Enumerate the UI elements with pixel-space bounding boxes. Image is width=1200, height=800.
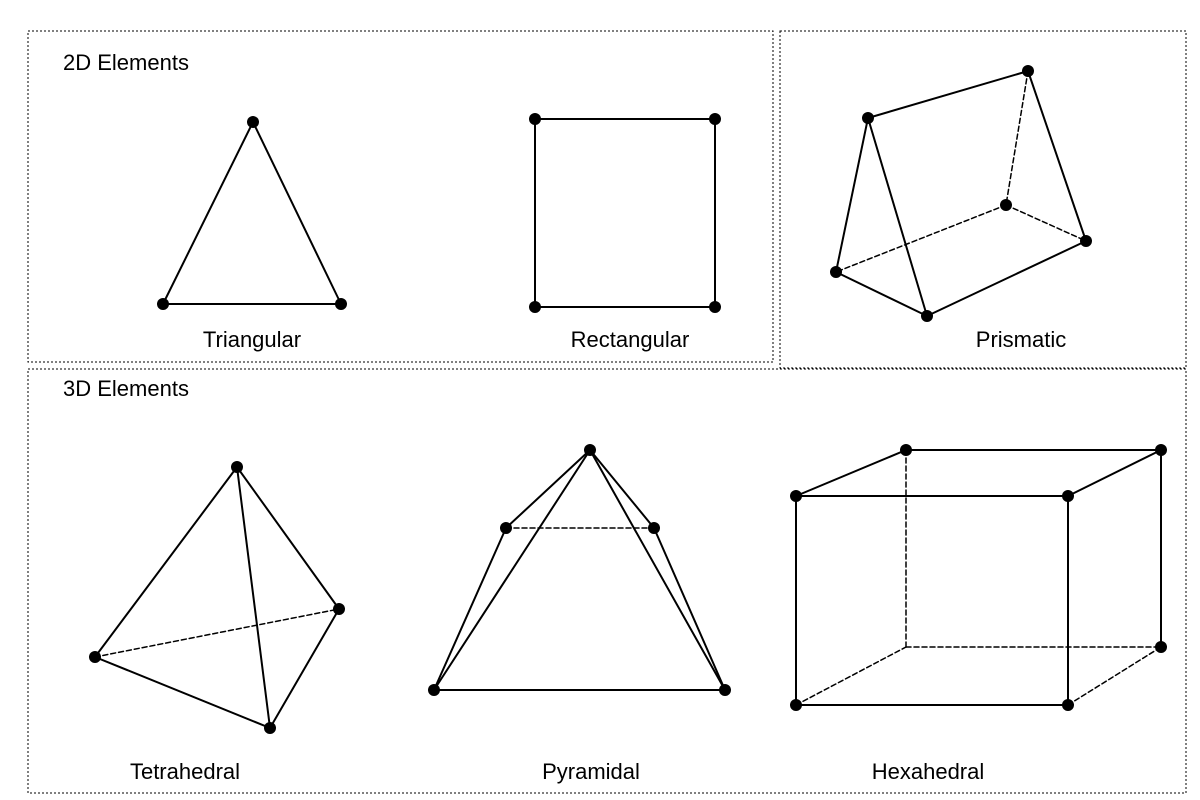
- edge: [236, 466, 271, 729]
- hidden-edge: [795, 646, 907, 706]
- node: [335, 298, 347, 310]
- edge: [433, 449, 591, 691]
- edge: [1067, 449, 1162, 497]
- node: [247, 116, 259, 128]
- frame-2d-elements: [27, 30, 774, 363]
- edge: [252, 121, 342, 305]
- node: [1155, 641, 1167, 653]
- node: [1022, 65, 1034, 77]
- triangular-element: [157, 116, 347, 310]
- node: [1062, 490, 1074, 502]
- label-rectangular: Rectangular: [571, 327, 690, 352]
- group-label-3d: 3D Elements: [63, 376, 189, 401]
- node: [231, 461, 243, 473]
- rectangular-element: [529, 113, 721, 313]
- edge: [835, 117, 869, 273]
- node: [719, 684, 731, 696]
- node: [1080, 235, 1092, 247]
- node: [529, 113, 541, 125]
- edge: [1027, 70, 1087, 242]
- edge: [589, 449, 726, 691]
- edge: [505, 449, 591, 529]
- label-hexahedral: Hexahedral: [872, 759, 985, 784]
- node: [790, 699, 802, 711]
- node: [584, 444, 596, 456]
- hidden-edge: [1005, 204, 1087, 242]
- edge: [94, 656, 271, 729]
- edge: [433, 527, 507, 691]
- edge: [94, 466, 238, 658]
- edge: [867, 70, 1029, 119]
- node: [709, 301, 721, 313]
- node: [500, 522, 512, 534]
- node: [1000, 199, 1012, 211]
- edge: [269, 608, 340, 729]
- node: [1062, 699, 1074, 711]
- node: [921, 310, 933, 322]
- label-pyramidal: Pyramidal: [542, 759, 640, 784]
- edge: [589, 449, 655, 529]
- node: [333, 603, 345, 615]
- edge: [653, 527, 726, 691]
- prismatic-element: [830, 65, 1092, 322]
- node: [89, 651, 101, 663]
- hexahedral-element: [790, 444, 1167, 711]
- edge: [926, 240, 1087, 317]
- node: [428, 684, 440, 696]
- node: [1155, 444, 1167, 456]
- hidden-edge: [1067, 646, 1162, 706]
- edge: [795, 449, 907, 497]
- node: [790, 490, 802, 502]
- frame-3d-elements: [27, 368, 1187, 794]
- edge: [236, 466, 340, 610]
- label-prismatic: Prismatic: [976, 327, 1066, 352]
- edge: [162, 121, 254, 305]
- node: [264, 722, 276, 734]
- pyramidal-element: [428, 444, 731, 696]
- label-tetrahedral: Tetrahedral: [130, 759, 240, 784]
- hidden-edge: [1005, 70, 1029, 206]
- edge: [867, 117, 928, 317]
- node: [157, 298, 169, 310]
- node: [900, 444, 912, 456]
- node: [709, 113, 721, 125]
- label-triangular: Triangular: [203, 327, 301, 352]
- group-label-2d: 2D Elements: [63, 50, 189, 75]
- node: [862, 112, 874, 124]
- hidden-edge: [94, 608, 340, 658]
- edge: [835, 271, 928, 317]
- tetrahedral-element: [89, 461, 345, 734]
- hidden-edge: [835, 204, 1007, 273]
- node: [830, 266, 842, 278]
- frame-prismatic: [779, 30, 1187, 369]
- node: [648, 522, 660, 534]
- node: [529, 301, 541, 313]
